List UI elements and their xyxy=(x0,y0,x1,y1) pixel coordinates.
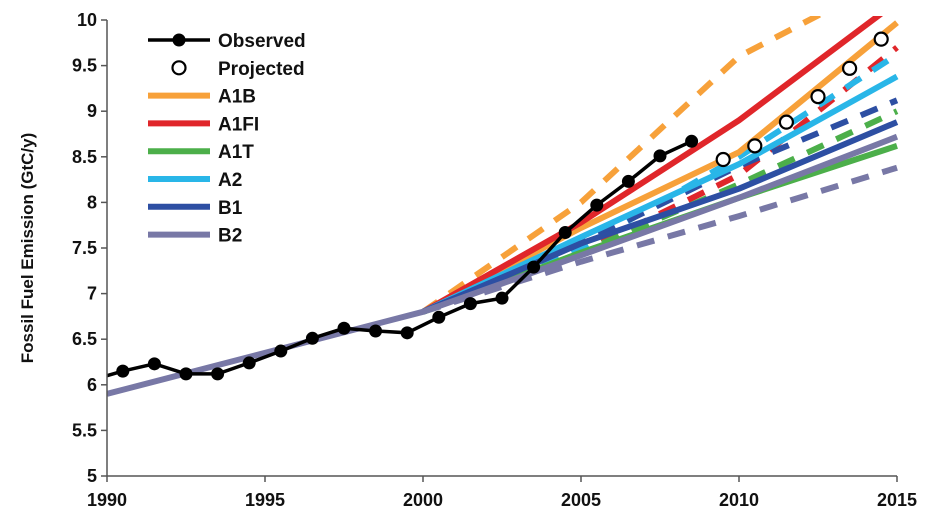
projected-point xyxy=(873,31,889,47)
projected-point xyxy=(715,151,731,168)
y-tick-label: 9.5 xyxy=(72,56,97,76)
legend-projected-label: Projected xyxy=(218,59,305,80)
observed-point xyxy=(242,356,256,370)
observed-point xyxy=(116,364,130,378)
projected-series xyxy=(715,31,889,168)
y-tick-label: 6 xyxy=(87,375,97,395)
y-tick-label: 10 xyxy=(77,10,97,30)
x-tick-label: 2015 xyxy=(877,490,917,510)
legend-b2-label: B2 xyxy=(218,226,242,247)
x-tick-labels: 1990 1995 2000 2005 2010 2015 xyxy=(87,476,917,510)
x-tick-label: 2005 xyxy=(561,490,601,510)
scenario-b1-dashed-line xyxy=(421,97,899,315)
legend-a1t-label: A1T xyxy=(218,142,254,163)
legend: Observed Projected A1B A1FI A1T A2 B1 B2 xyxy=(148,31,306,247)
observed-point xyxy=(558,225,572,239)
observed-point xyxy=(527,260,541,274)
y-tick-label: 5.5 xyxy=(72,420,97,440)
y-axis-label: Fossil Fuel Emission (GtC/y) xyxy=(18,133,37,363)
observed-point xyxy=(211,367,225,381)
y-tick-label: 5 xyxy=(87,466,97,486)
y-tick-label: 9 xyxy=(87,101,97,121)
y-tick-label: 8 xyxy=(87,192,97,212)
projected-point xyxy=(747,138,763,154)
observed-series xyxy=(106,134,699,381)
legend-a2-label: A2 xyxy=(218,170,242,191)
observed-point xyxy=(685,134,699,148)
projected-point xyxy=(841,60,858,76)
observed-point xyxy=(590,198,604,212)
observed-point xyxy=(179,367,193,381)
observed-point xyxy=(463,297,477,311)
y-tick-label: 7.5 xyxy=(72,238,97,258)
observed-point xyxy=(495,291,509,305)
observed-point xyxy=(432,310,446,324)
observed-point xyxy=(369,324,383,338)
observed-point xyxy=(337,321,351,335)
observed-point xyxy=(653,149,667,163)
projected-point xyxy=(778,114,795,130)
legend-observed-marker xyxy=(172,33,186,47)
legend-a1b-label: A1B xyxy=(218,87,256,108)
legend-b1-label: B1 xyxy=(218,198,243,219)
scenario-solid-lines xyxy=(107,16,899,397)
scenario-a2-solid-line xyxy=(421,73,899,315)
projected-point xyxy=(810,89,826,105)
y-tick-label: 8.5 xyxy=(72,147,97,167)
legend-projected-marker xyxy=(171,60,187,76)
x-tick-label: 1995 xyxy=(245,490,285,510)
observed-point xyxy=(400,326,414,340)
y-tick-labels: 5 5.5 6 6.5 7 7.5 8 8.5 9 9.5 10 xyxy=(72,10,107,486)
y-tick-label: 7 xyxy=(87,284,97,304)
x-tick-label: 2010 xyxy=(719,490,759,510)
y-tick-label: 6.5 xyxy=(72,329,97,349)
scenario-a1b-dashed-line xyxy=(421,16,824,315)
observed-point xyxy=(621,174,635,188)
legend-observed-label: Observed xyxy=(218,31,306,52)
scenario-a1t-dashed-line xyxy=(421,108,899,315)
scenario-a1fi-solid-line xyxy=(421,16,884,315)
x-tick-label: 2000 xyxy=(403,490,443,510)
observed-point xyxy=(274,344,288,358)
observed-point xyxy=(147,357,161,371)
legend-a1fi-label: A1FI xyxy=(218,114,259,135)
scenario-b1-solid-line xyxy=(421,119,899,315)
observed-point xyxy=(305,331,319,345)
x-tick-label: 1990 xyxy=(87,490,127,510)
